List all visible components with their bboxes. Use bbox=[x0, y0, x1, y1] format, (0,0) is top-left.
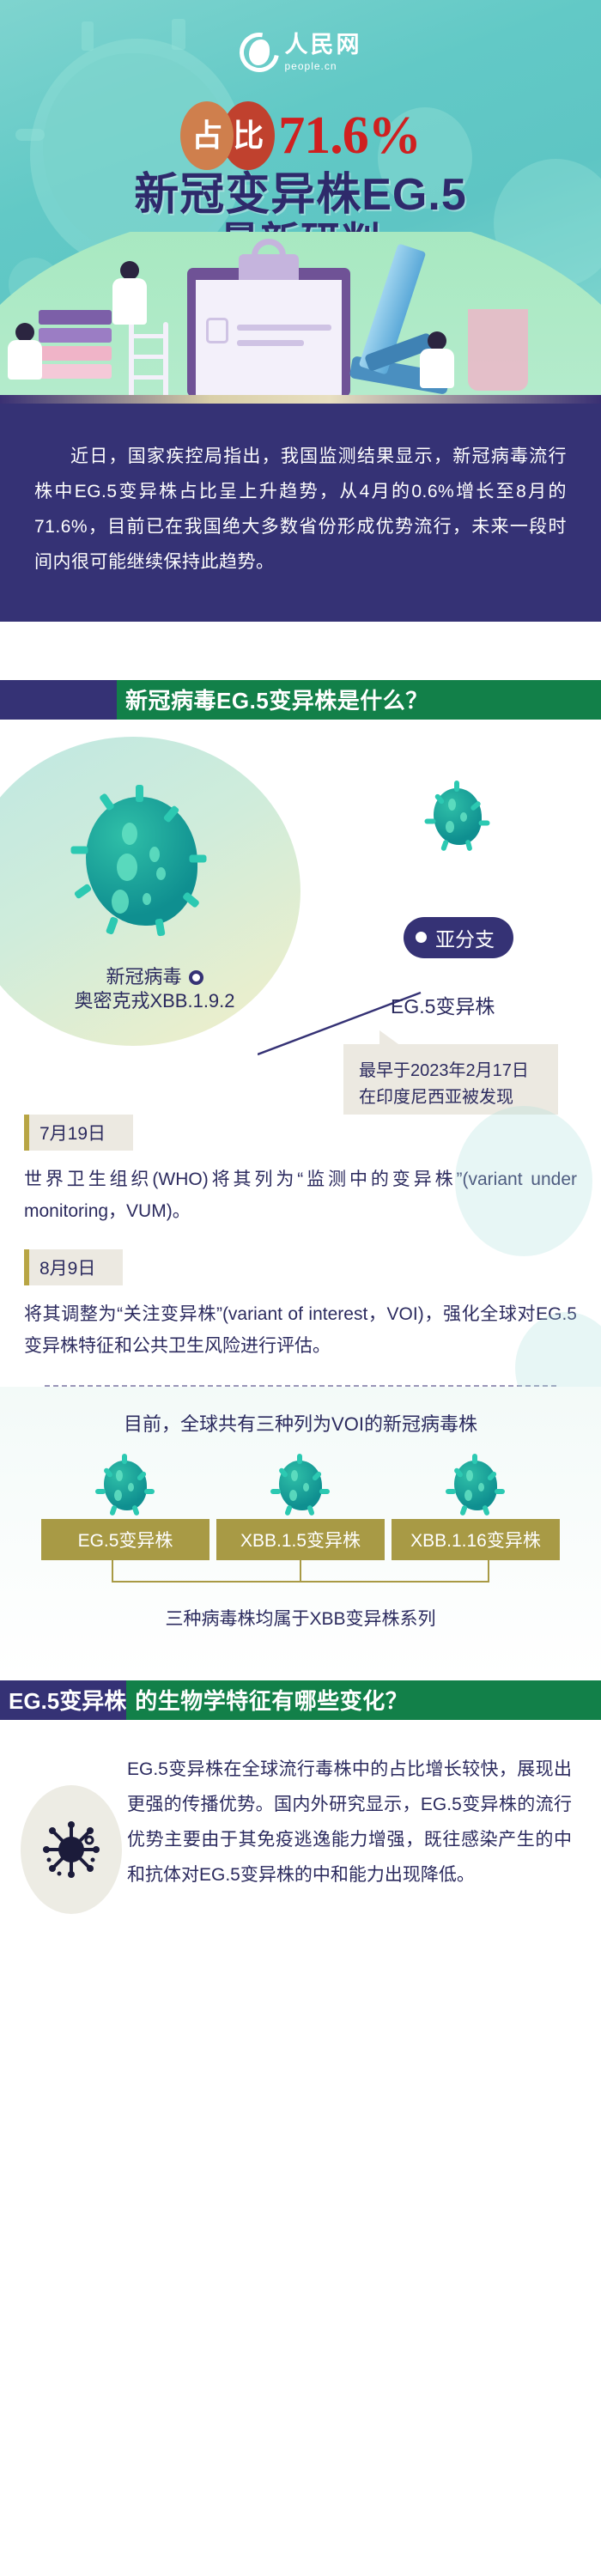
section-2-header-navy: EG.5变异株 bbox=[0, 1680, 127, 1720]
section-1-header: 新冠病毒EG.5变异株是什么？ bbox=[0, 679, 601, 720]
virus-spike bbox=[234, 185, 264, 198]
intro-paragraph: 近日，国家疾控局指出，我国监测结果显示，新冠病毒流行株中EG.5变异株占比呈上升… bbox=[34, 447, 567, 572]
spacer bbox=[0, 624, 601, 677]
page-title-line1: 新冠变异株EG.5 bbox=[134, 170, 467, 220]
voi-variant-item: EG.5变异株 bbox=[41, 1453, 209, 1560]
virus-parent-label-line2: 奥密克戎XBB.1.9.2 bbox=[74, 990, 235, 1012]
virus-spike bbox=[172, 19, 185, 50]
logo-chinese-text: 人民网 bbox=[284, 31, 362, 58]
sub-branch-dot-icon bbox=[416, 932, 427, 944]
intro-block: 近日，国家疾控局指出，我国监测结果显示，新冠病毒流行株中EG.5变异株占比呈上升… bbox=[0, 404, 601, 622]
illustration-books bbox=[39, 310, 112, 382]
voi-footnote: 三种病毒株均属于XBB变异株系列 bbox=[165, 1608, 436, 1629]
discovery-callout: 最早于2023年2月17日在印度尼西亚被发现 bbox=[343, 1030, 558, 1115]
background-virus-shape bbox=[455, 1105, 592, 1256]
virus-variant-label: EG.5变异株 bbox=[391, 994, 495, 1018]
dashed-divider bbox=[45, 1384, 556, 1387]
virus-spike bbox=[82, 21, 94, 51]
illustration-person-climbing bbox=[112, 261, 147, 325]
hero-illustration bbox=[0, 232, 601, 404]
virus-parent-label: 新冠病毒 奥密克戎XBB.1.9.2 bbox=[43, 965, 266, 1014]
ratio-headline: 占 比 71.6% bbox=[0, 101, 601, 170]
illustration-flask bbox=[468, 309, 528, 391]
section-2-paragraph: EG.5变异株在全球流行毒株中的占比增长较快，展现出更强的传播优势。国内外研究显… bbox=[127, 1759, 572, 1885]
logo-english-text: people.cn bbox=[284, 59, 337, 72]
voi-variant-badge: XBB.1.16变异株 bbox=[392, 1518, 560, 1560]
who-timeline: 7月19日 世界卫生组织(WHO)将其列为“监测中的变异株”(variant u… bbox=[0, 1105, 601, 1424]
infographic-page: 人民网 people.cn 占 比 71.6% 新冠变异株EG.5 最新研判 bbox=[0, 0, 601, 1948]
lineage-node-icon bbox=[188, 969, 203, 985]
section-2-header-title: 的生物学特征有哪些变化？ bbox=[126, 1680, 601, 1720]
voi-variant-badge: XBB.1.5变异株 bbox=[216, 1518, 385, 1560]
illustration-ladder bbox=[129, 322, 168, 399]
ratio-value: 71.6% bbox=[278, 106, 421, 165]
virus-illustration-large bbox=[70, 784, 207, 937]
timeline-entry-text: 世界卫生组织(WHO)将其列为“监测中的变异株”(variant under m… bbox=[24, 1169, 577, 1221]
virus-icon-circle bbox=[21, 1784, 122, 1914]
voi-title: 目前，全球共有三种列为VOI的新冠病毒株 bbox=[124, 1413, 477, 1435]
virus-illustration-small bbox=[270, 1453, 330, 1516]
illustration-person-scientist bbox=[420, 331, 454, 388]
illustration-clipboard bbox=[187, 254, 350, 397]
section-2-body: EG.5变异株在全球流行毒株中的占比增长较快，展现出更强的传播优势。国内外研究显… bbox=[0, 1720, 601, 1948]
virus-parent-label-line1: 新冠病毒 bbox=[106, 965, 182, 987]
section-2-header: EG.5变异株 的生物学特征有哪些变化？ bbox=[0, 1680, 601, 1720]
virus-illustration-small bbox=[446, 1453, 505, 1516]
voi-variants-block: 目前，全球共有三种列为VOI的新冠病毒株 EG.5变异株 bbox=[0, 1386, 601, 1677]
illustration-person-left bbox=[8, 323, 42, 380]
site-logo: 人民网 people.cn bbox=[0, 24, 601, 81]
timeline-date-badge: 8月9日 bbox=[24, 1249, 124, 1286]
intro-divider bbox=[0, 621, 601, 625]
voi-variant-item: XBB.1.5变异株 bbox=[216, 1453, 385, 1560]
voi-variant-badge: EG.5变异株 bbox=[41, 1518, 209, 1560]
timeline-entry-text: 将其调整为“关注变异株”(variant of interest，VOI)，强化… bbox=[24, 1304, 577, 1356]
hero-divider-bar bbox=[0, 395, 601, 404]
hero-banner: 人民网 people.cn 占 比 71.6% 新冠变异株EG.5 最新研判 bbox=[0, 0, 601, 404]
timeline-entry: 7月19日 世界卫生组织(WHO)将其列为“监测中的变异株”(variant u… bbox=[24, 1114, 577, 1228]
section-1-header-title: 新冠病毒EG.5变异株是什么？ bbox=[117, 679, 601, 720]
timeline-date-badge: 7月19日 bbox=[24, 1114, 134, 1151]
sub-branch-badge: 亚分支 bbox=[404, 916, 513, 958]
virus-illustration-small bbox=[95, 1453, 155, 1516]
ratio-label-char-1: 占 bbox=[180, 101, 234, 170]
voi-grouping-bracket bbox=[112, 1559, 489, 1583]
coronavirus-icon bbox=[43, 1820, 100, 1878]
sub-branch-label: 亚分支 bbox=[435, 927, 495, 951]
people-cn-logo-icon bbox=[231, 24, 287, 81]
voi-variant-item: XBB.1.16变异株 bbox=[392, 1453, 560, 1560]
variant-lineage-diagram: 亚分支 新冠病毒 奥密克戎XBB.1.9.2 EG.5变异株 最早于2023年2… bbox=[0, 719, 601, 1115]
voi-variant-list: EG.5变异株 XBB.1.5变异株 bbox=[0, 1453, 601, 1560]
section-1-header-navy bbox=[0, 679, 117, 720]
timeline-entry: 8月9日 将其调整为“关注变异株”(variant of interest，VO… bbox=[24, 1249, 577, 1363]
virus-spike bbox=[15, 129, 45, 141]
virus-illustration-small bbox=[424, 780, 490, 852]
